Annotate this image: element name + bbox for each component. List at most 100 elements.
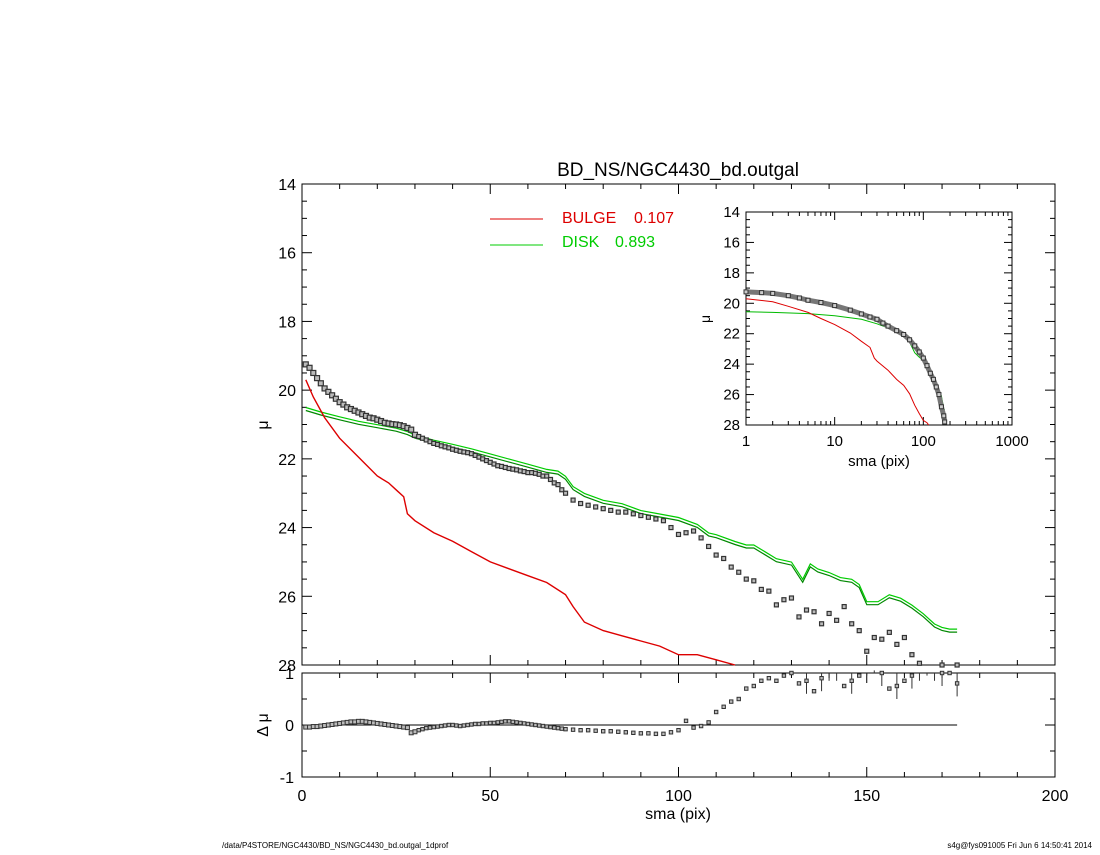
residual-point — [744, 686, 749, 691]
residual-y-axis-label: Δ μ — [255, 713, 272, 736]
residual-point — [909, 673, 915, 678]
inset-y-tick-label: 20 — [723, 295, 740, 312]
residual-point — [661, 731, 666, 737]
data-point — [683, 530, 689, 536]
residual-point — [424, 725, 429, 731]
inset-x-axis-label: sma (pix) — [848, 453, 910, 470]
residual-point — [706, 720, 711, 725]
residual-point — [759, 678, 764, 683]
inset-data-point — [858, 311, 864, 317]
data-point — [562, 490, 569, 496]
data-point — [630, 511, 636, 517]
residual-point — [488, 720, 493, 726]
main-y-tick-label: 16 — [278, 246, 296, 263]
data-point — [638, 512, 644, 519]
residual-point — [608, 729, 613, 734]
residual-point — [431, 724, 436, 730]
main-y-tick-label: 22 — [278, 452, 296, 469]
residual-point — [563, 726, 568, 732]
data-point — [818, 621, 825, 627]
residual-point — [947, 670, 952, 676]
residual-point — [849, 678, 854, 683]
residual-x-tick-label: 150 — [853, 788, 880, 805]
data-point — [408, 426, 415, 433]
inset-data-point — [818, 300, 824, 306]
residual-point — [811, 689, 817, 694]
inset-bulge-line — [745, 298, 930, 426]
data-point — [547, 476, 554, 483]
inset-y-tick-label: 14 — [723, 204, 740, 221]
footer-timestamp: s4g@fys091005 Fri Jun 6 14:50:41 2014 — [947, 841, 1092, 850]
inset-data-point — [941, 413, 947, 419]
residual-point — [510, 719, 516, 725]
data-point — [623, 509, 629, 515]
data-point — [313, 375, 321, 382]
data-point — [781, 597, 787, 603]
inset-data-point — [759, 290, 765, 296]
data-point — [803, 607, 810, 613]
residual-point — [472, 721, 478, 727]
residual-point — [544, 724, 549, 729]
data-point — [570, 497, 576, 503]
residual-point — [435, 724, 440, 729]
residual-point — [450, 722, 455, 728]
residual-point — [751, 683, 756, 689]
data-point — [721, 555, 727, 562]
data-point — [329, 392, 336, 399]
residual-point — [461, 723, 467, 728]
data-point — [856, 628, 862, 634]
data-point — [788, 595, 795, 601]
data-point — [954, 662, 960, 668]
residual-point — [691, 725, 696, 730]
data-point — [773, 602, 779, 608]
residual-point — [623, 730, 628, 735]
inset-data-point — [832, 303, 838, 309]
residual-point — [480, 721, 485, 726]
main-y-tick-label: 14 — [278, 177, 296, 194]
data-point — [886, 629, 892, 635]
data-point — [578, 500, 584, 507]
main-y-tick-label: 24 — [278, 521, 296, 538]
data-point — [675, 531, 682, 538]
main-y-tick-label: 20 — [278, 383, 296, 400]
residual-point — [593, 728, 598, 733]
data-point — [698, 535, 704, 541]
residual-point — [555, 725, 561, 731]
inset-y-tick-label: 18 — [723, 265, 740, 282]
data-point — [826, 610, 832, 617]
residual-point — [548, 724, 553, 730]
residual-point — [879, 670, 885, 676]
inset-data-point — [867, 314, 873, 320]
inset-x-tick-label: 1 — [742, 433, 750, 450]
inset-data-point — [936, 392, 942, 398]
residual-point — [713, 709, 719, 715]
data-point — [909, 652, 915, 658]
data-point — [690, 528, 697, 534]
data-point — [834, 617, 840, 623]
residual-point — [503, 719, 508, 724]
residual-point — [499, 719, 504, 725]
residual-point — [446, 722, 452, 728]
inset-data-point — [938, 404, 944, 410]
residual-point — [721, 704, 726, 709]
residual-point — [804, 678, 809, 683]
residual-point — [442, 723, 448, 728]
main-y-tick-label: 18 — [278, 314, 296, 331]
residual-point — [766, 676, 772, 681]
residual-point — [698, 723, 704, 729]
residual-point — [841, 683, 847, 689]
inset-y-tick-label: 28 — [723, 417, 740, 434]
residual-point — [495, 720, 500, 725]
data-point — [796, 614, 802, 620]
data-point — [593, 504, 599, 510]
residual-point — [559, 726, 564, 731]
inset-data-point — [933, 384, 939, 390]
data-point — [916, 660, 923, 666]
residual-point — [518, 720, 523, 726]
inset-data-point — [912, 343, 918, 349]
residual-point — [412, 729, 418, 735]
residual-point — [676, 728, 681, 733]
residual-point — [540, 723, 546, 729]
inset-data-point — [930, 376, 936, 382]
